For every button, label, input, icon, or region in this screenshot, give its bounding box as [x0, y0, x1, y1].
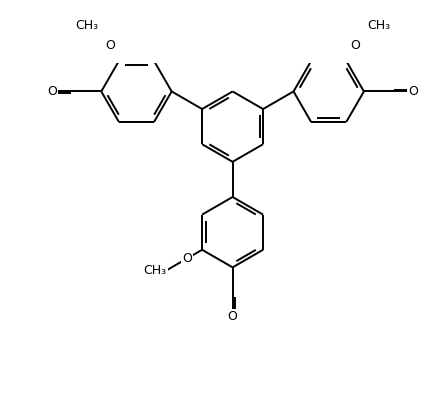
- Text: O: O: [47, 85, 57, 98]
- Text: CH₃: CH₃: [75, 19, 98, 32]
- Text: O: O: [350, 39, 360, 52]
- Text: CH₃: CH₃: [367, 19, 390, 32]
- Text: O: O: [105, 39, 115, 52]
- Text: O: O: [182, 252, 192, 265]
- Text: CH₃: CH₃: [143, 264, 166, 277]
- Text: O: O: [227, 310, 237, 323]
- Text: O: O: [408, 85, 418, 98]
